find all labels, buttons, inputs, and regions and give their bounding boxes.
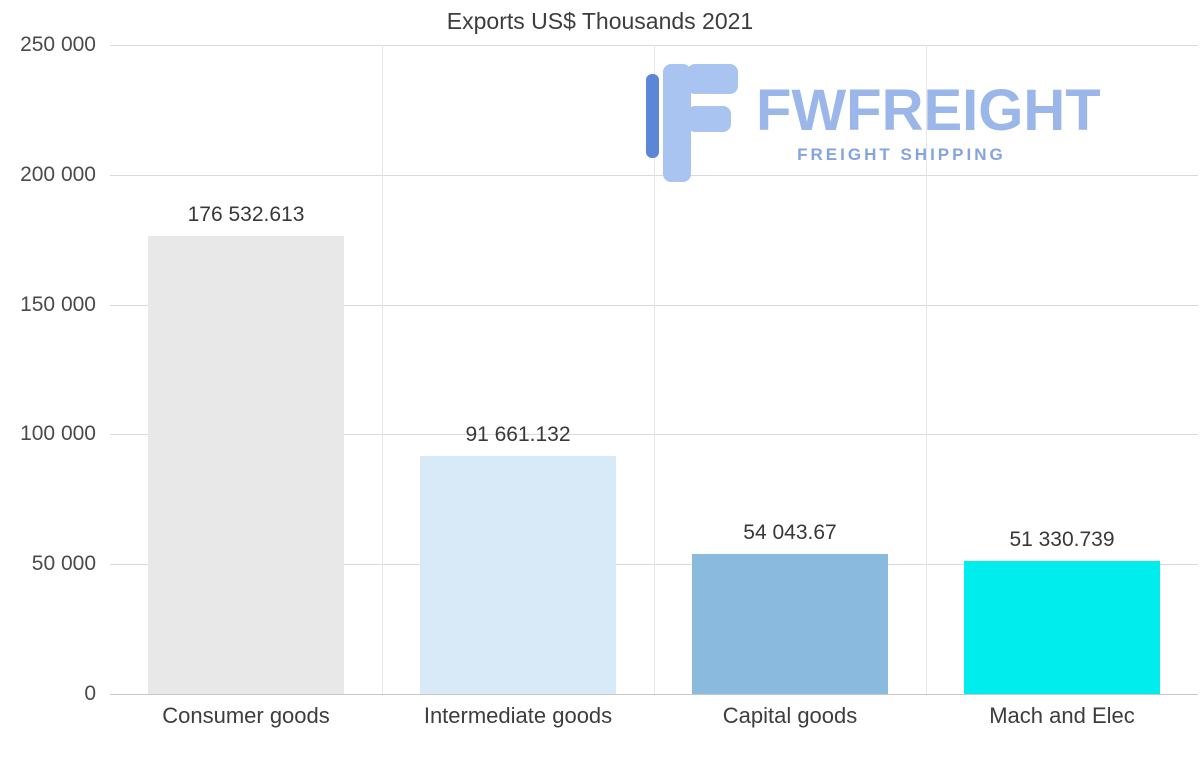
v-gridline — [926, 45, 927, 694]
y-axis-tick-label: 100 000 — [20, 422, 96, 446]
bar — [148, 235, 344, 694]
bars-container: 176 532.613 91 661.132 54 043.67 51 330.739 — [110, 45, 1198, 694]
bar — [964, 560, 1160, 694]
x-axis-label: Consumer goods — [162, 703, 330, 728]
bar-group: 91 661.132 — [382, 45, 654, 694]
bar — [692, 553, 888, 694]
bar-group: 51 330.739 — [926, 45, 1198, 694]
plot-area: 176 532.613 91 661.132 54 043.67 51 330.739 — [110, 45, 1198, 695]
h-gridline — [110, 694, 1198, 695]
bar-group: 176 532.613 — [110, 45, 382, 694]
v-gridline — [382, 45, 383, 694]
x-axis: Consumer goods Intermediate goods Capital … — [110, 703, 1198, 729]
chart-title: Exports US$ Thousands 2021 — [446, 8, 754, 34]
brand-icon-mid-arm — [687, 106, 731, 132]
brand-name: FWFREIGHT — [756, 77, 1101, 143]
x-axis-label: Mach and Elec — [989, 703, 1135, 728]
brand-icon-accent — [646, 74, 659, 158]
v-gridline — [654, 45, 655, 694]
bar-value-label: 51 330.739 — [1009, 527, 1115, 551]
x-axis-label: Capital goods — [722, 703, 858, 728]
y-axis-tick-label: 50 000 — [31, 552, 96, 576]
bar-value-label: 176 532.613 — [187, 202, 305, 226]
brand-icon — [646, 64, 738, 182]
y-axis: 250 000 200 000 150 000 100 000 50 000 0 — [0, 33, 100, 705]
bar-group: 54 043.67 — [654, 45, 926, 694]
y-axis-tick-label: 150 000 — [20, 292, 96, 316]
brand-icon-top-arm — [687, 64, 738, 94]
bar-value-label: 54 043.67 — [743, 520, 837, 544]
brand-tagline: FREIGHT SHIPPING — [797, 144, 1006, 164]
bar-value-label: 91 661.132 — [465, 423, 571, 447]
y-axis-tick-label: 250 000 — [20, 33, 96, 56]
watermark-logo: FWFREIGHT FREIGHT SHIPPING — [646, 62, 1101, 184]
y-axis-tick-label: 200 000 — [20, 162, 96, 186]
x-axis-label: Intermediate goods — [423, 703, 613, 728]
y-axis-tick-label: 0 — [84, 682, 96, 705]
brand-text: FWFREIGHT FREIGHT SHIPPING — [756, 77, 1101, 165]
bar — [420, 456, 616, 694]
brand-icon-stem — [663, 64, 691, 182]
